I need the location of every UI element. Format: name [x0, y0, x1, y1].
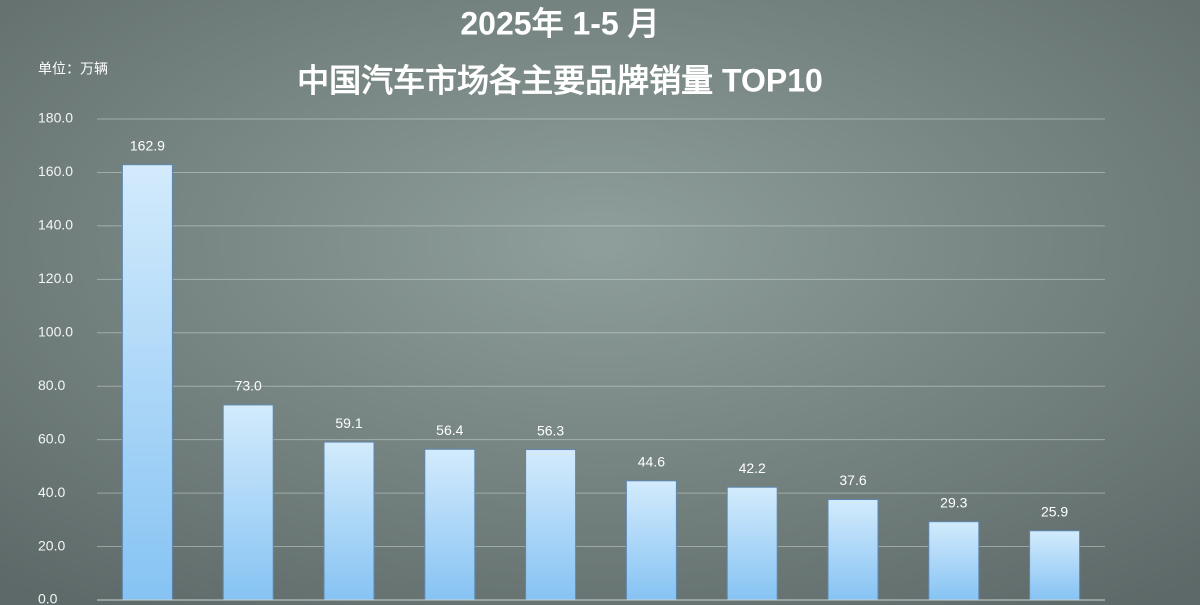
bar [525, 449, 577, 601]
value-label: 42.2 [739, 460, 766, 476]
value-label: 59.1 [335, 415, 362, 431]
value-label: 29.3 [940, 494, 967, 510]
y-tick-label: 180.0 [38, 110, 73, 126]
value-label: 44.6 [638, 454, 665, 470]
value-label: 162.9 [130, 137, 165, 153]
bar [121, 164, 173, 601]
y-tick-label: 160.0 [38, 163, 73, 179]
bar [323, 441, 375, 601]
bar [222, 404, 274, 601]
value-label: 25.9 [1041, 503, 1068, 519]
bar [424, 448, 476, 601]
chart-subtitle: 中国汽车市场各主要品牌销量 TOP10 [297, 62, 823, 98]
bar [1029, 530, 1081, 601]
y-tick-label: 60.0 [38, 430, 65, 446]
y-tick-label: 100.0 [38, 323, 73, 339]
value-label: 56.4 [436, 422, 463, 438]
y-tick-label: 140.0 [38, 217, 73, 233]
value-label: 37.6 [839, 472, 866, 488]
chart-title: 2025年 1-5 月 [460, 5, 659, 41]
value-label: 56.3 [537, 422, 564, 438]
y-tick-label: 80.0 [38, 377, 65, 393]
y-tick-label: 120.0 [38, 270, 73, 286]
bar [726, 486, 778, 601]
bar [928, 521, 980, 601]
y-tick-label: 0.0 [38, 591, 58, 605]
value-label: 73.0 [235, 378, 262, 394]
y-tick-label: 20.0 [38, 537, 65, 553]
y-tick-label: 40.0 [38, 484, 65, 500]
bar [625, 480, 677, 601]
bar [827, 499, 879, 601]
unit-label: 单位：万辆 [38, 61, 108, 77]
